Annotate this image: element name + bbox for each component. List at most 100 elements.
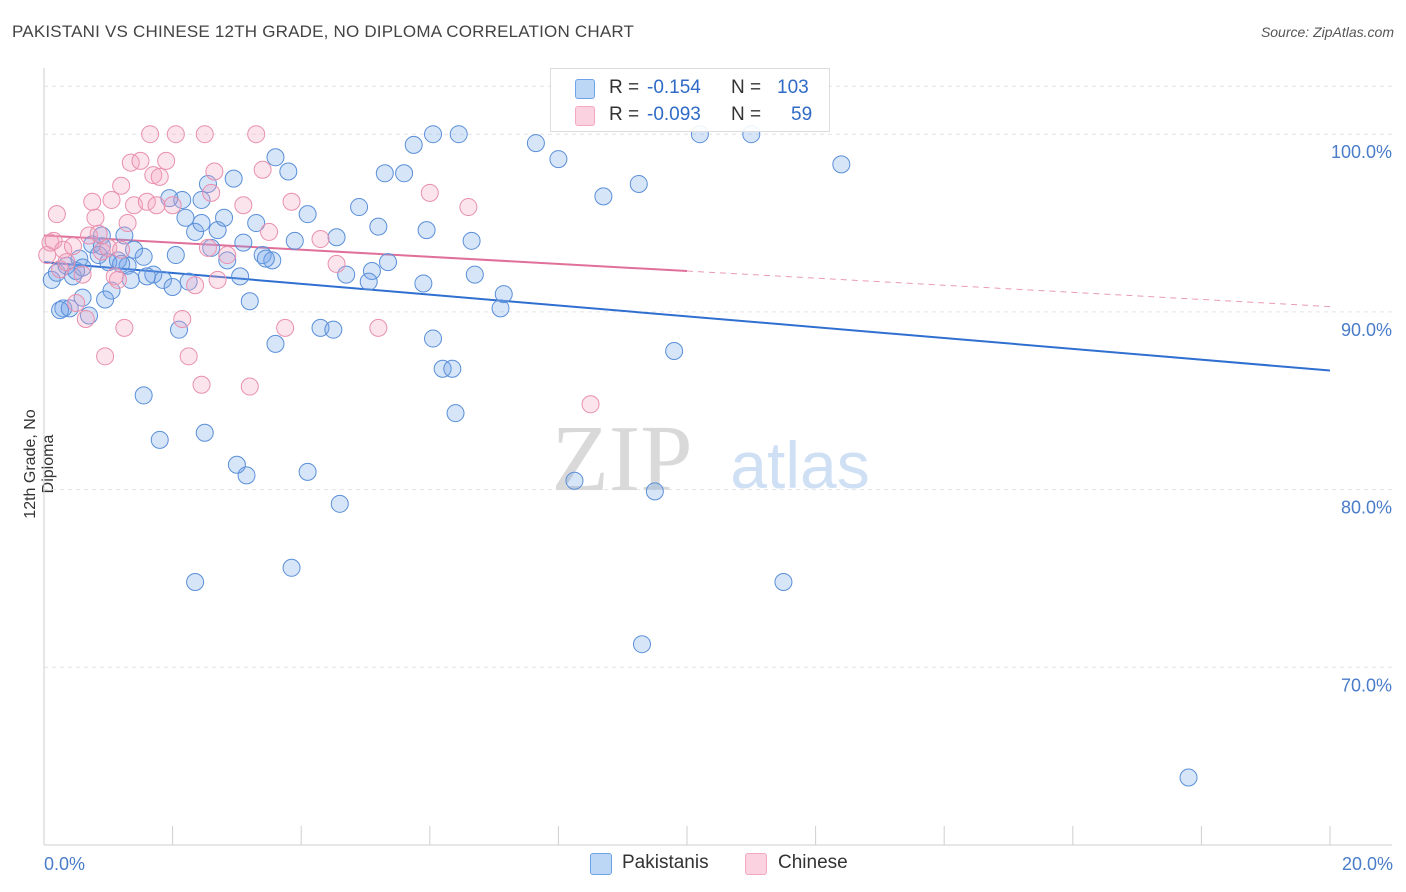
legend-r-label: R =: [609, 77, 640, 98]
point-chinese: [260, 222, 279, 241]
point-pakistanis: [176, 208, 195, 227]
trend-pakistanis: [43, 261, 1331, 372]
point-chinese: [112, 176, 131, 195]
point-pakistanis: [170, 320, 189, 339]
point-chinese: [108, 270, 127, 289]
point-pakistanis: [234, 233, 253, 252]
point-chinese: [118, 214, 137, 233]
point-pakistanis: [465, 265, 484, 284]
point-chinese: [581, 395, 600, 414]
series-label-chinese: Chinese: [778, 852, 848, 873]
point-pakistanis: [218, 251, 237, 270]
point-pakistanis: [433, 359, 452, 378]
point-chinese: [112, 240, 131, 259]
point-pakistanis: [186, 573, 205, 592]
point-chinese: [96, 347, 115, 366]
point-pakistanis: [266, 334, 285, 353]
point-chinese: [166, 125, 185, 144]
point-chinese: [253, 160, 272, 179]
trend-dashed-chinese: [686, 270, 1331, 308]
legend-n-value: 59: [791, 104, 813, 125]
point-pakistanis: [224, 169, 243, 188]
point-pakistanis: [298, 205, 317, 224]
point-pakistanis: [285, 231, 304, 250]
point-pakistanis: [125, 240, 144, 259]
point-pakistanis: [263, 251, 282, 270]
point-chinese: [282, 192, 301, 211]
point-pakistanis: [443, 359, 462, 378]
legend-r-label: R =: [609, 104, 640, 125]
point-chinese: [144, 166, 163, 185]
y-tick-label: 70.0%: [1341, 675, 1392, 695]
point-pakistanis: [118, 256, 137, 275]
point-chinese: [63, 237, 82, 256]
legend-swatch-pakistanis: [575, 79, 595, 99]
point-pakistanis: [231, 267, 250, 286]
point-pakistanis: [144, 265, 163, 284]
point-pakistanis: [404, 135, 423, 154]
point-pakistanis: [80, 306, 99, 325]
point-pakistanis: [240, 292, 259, 311]
point-chinese: [163, 196, 182, 215]
point-chinese: [327, 254, 346, 273]
point-chinese: [247, 125, 266, 144]
point-pakistanis: [324, 320, 343, 339]
point-chinese: [205, 162, 224, 181]
x-tick-label: 0.0%: [44, 854, 85, 874]
x-tick-label: 20.0%: [1342, 854, 1393, 874]
watermark: ZIP atlas: [552, 407, 870, 511]
point-chinese: [240, 377, 259, 396]
legend-r-value: -0.093: [647, 104, 701, 125]
point-chinese: [195, 125, 214, 144]
point-pakistanis: [462, 231, 481, 250]
point-chinese: [89, 224, 108, 243]
point-pakistanis: [266, 148, 285, 167]
series-swatch-chinese: [745, 853, 767, 875]
point-chinese: [369, 318, 388, 337]
point-chinese: [186, 276, 205, 295]
point-pakistanis: [369, 217, 388, 236]
point-pakistanis: [279, 162, 298, 181]
point-chinese: [57, 253, 76, 272]
point-pakistanis: [298, 462, 317, 481]
point-pakistanis: [134, 386, 153, 405]
point-pakistanis: [414, 274, 433, 293]
point-pakistanis: [137, 267, 156, 286]
point-pakistanis: [832, 155, 851, 174]
source-label: Source: ZipAtlas.com: [1260, 24, 1394, 40]
point-chinese: [234, 196, 253, 215]
chart-title: PAKISTANI VS CHINESE 12TH GRADE, NO DIPL…: [12, 22, 635, 41]
point-pakistanis: [102, 281, 121, 300]
data-points: [38, 125, 1198, 787]
point-pakistanis: [417, 221, 436, 240]
gridlines: [44, 85, 1392, 668]
point-pakistanis: [350, 198, 369, 217]
point-pakistanis: [424, 329, 443, 348]
series-swatch-pakistanis: [590, 853, 612, 875]
point-pakistanis: [192, 190, 211, 209]
point-chinese: [420, 183, 439, 202]
point-pakistanis: [491, 299, 510, 318]
point-pakistanis: [134, 247, 153, 266]
point-pakistanis: [237, 466, 256, 485]
point-pakistanis: [594, 187, 613, 206]
point-chinese: [141, 125, 160, 144]
point-pakistanis: [166, 246, 185, 265]
point-chinese: [192, 375, 211, 394]
point-pakistanis: [526, 134, 545, 153]
point-chinese: [115, 318, 134, 337]
point-pakistanis: [395, 164, 414, 183]
legend-n-label: N =: [731, 77, 762, 98]
y-tick-label: 100.0%: [1331, 142, 1392, 162]
point-chinese: [147, 196, 166, 215]
point-chinese: [131, 151, 150, 170]
tick-labels: 70.0% 80.0% 90.0% 100.0% 0.0% 20.0%: [44, 142, 1393, 874]
point-pakistanis: [549, 150, 568, 169]
point-pakistanis: [253, 246, 272, 265]
point-pakistanis: [665, 341, 684, 360]
point-chinese: [67, 294, 86, 313]
point-pakistanis: [192, 214, 211, 233]
series-label-pakistanis: Pakistanis: [622, 852, 709, 873]
point-chinese: [51, 260, 70, 279]
